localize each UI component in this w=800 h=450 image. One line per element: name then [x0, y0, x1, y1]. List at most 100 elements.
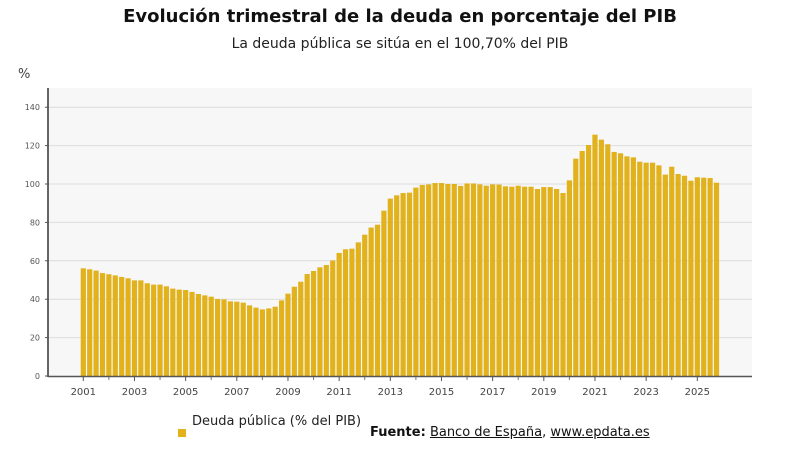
x-tick-label: 2003 — [122, 387, 147, 398]
bar — [183, 289, 189, 376]
bar — [579, 150, 585, 376]
bar — [119, 276, 125, 376]
y-tick-label: 60 — [30, 257, 40, 266]
bar — [617, 153, 624, 376]
bar — [157, 284, 163, 376]
bar — [400, 193, 406, 376]
y-tick-label: 80 — [30, 218, 40, 227]
bar — [515, 185, 521, 376]
bar — [566, 180, 572, 376]
bar — [458, 185, 464, 376]
bar — [522, 186, 528, 376]
y-tick-label: 40 — [30, 295, 40, 304]
bar — [656, 165, 662, 376]
bar — [509, 186, 515, 376]
bar — [374, 224, 381, 376]
bar — [477, 184, 483, 376]
x-tick-label: 2023 — [633, 387, 658, 398]
bar — [330, 260, 336, 376]
bar — [694, 177, 700, 376]
bar — [381, 210, 387, 376]
bar — [707, 178, 713, 376]
bar — [464, 183, 470, 376]
bar — [189, 291, 195, 376]
bar — [342, 249, 349, 376]
bar — [195, 294, 202, 376]
bar — [215, 299, 221, 376]
bar — [368, 227, 374, 376]
bar — [221, 299, 227, 376]
bar — [202, 295, 208, 376]
x-tick-label: 2013 — [378, 387, 403, 398]
source-note: Fuente: Banco de España, www.epdata.es — [370, 425, 650, 440]
bar — [637, 161, 643, 376]
bar — [611, 151, 617, 376]
x-tick-label: 2021 — [582, 387, 607, 398]
bar — [541, 187, 547, 376]
x-tick-label: 2025 — [685, 387, 710, 398]
bar — [355, 242, 361, 376]
bar — [99, 273, 106, 376]
bar — [291, 286, 297, 376]
source-link-banco-espana[interactable]: Banco de España — [429, 425, 543, 440]
bar — [349, 248, 355, 376]
bar — [419, 184, 425, 376]
bar — [323, 265, 329, 376]
bar — [547, 187, 553, 376]
bar — [701, 177, 707, 376]
bar — [445, 184, 451, 376]
bar — [131, 280, 138, 376]
bar — [662, 174, 668, 376]
bar — [176, 289, 182, 376]
bar — [163, 286, 170, 376]
bar — [713, 182, 720, 376]
chart-title: Evolución trimestral de la deuda en porc… — [123, 6, 677, 27]
bar — [387, 198, 393, 376]
x-tick-label: 2001 — [71, 387, 96, 398]
bar — [253, 307, 259, 376]
bar — [573, 158, 579, 376]
bar — [87, 269, 93, 376]
y-axis-label: % — [18, 67, 30, 82]
bar — [502, 186, 509, 376]
x-tick-label: 2009 — [275, 387, 300, 398]
y-tick-label: 100 — [25, 180, 40, 189]
bar — [151, 284, 157, 376]
bar — [432, 183, 438, 376]
bar — [266, 308, 272, 376]
bar — [234, 301, 240, 376]
bar — [426, 184, 432, 376]
source-link-epdata[interactable]: www.epdata.es — [550, 425, 650, 440]
bar — [688, 180, 694, 376]
bar — [560, 193, 566, 376]
bar — [643, 162, 649, 376]
bar — [413, 187, 419, 376]
bar — [259, 309, 265, 376]
bar — [125, 278, 131, 376]
bar — [592, 134, 598, 376]
bar — [304, 274, 310, 376]
bar — [470, 183, 477, 376]
legend-label: Deuda pública (% del PIB) — [192, 414, 362, 429]
bar — [394, 195, 400, 376]
bar — [138, 280, 144, 376]
bar — [490, 184, 496, 376]
legend-swatch — [178, 429, 186, 437]
bar — [496, 184, 502, 376]
y-tick-label: 20 — [30, 334, 40, 343]
x-tick-label: 2011 — [326, 387, 351, 398]
x-tick-label: 2005 — [173, 387, 198, 398]
bar — [272, 306, 278, 376]
bar — [675, 174, 681, 376]
bar — [605, 144, 611, 376]
bar — [681, 175, 688, 376]
bar — [534, 188, 541, 376]
bar — [93, 270, 99, 376]
bar — [317, 267, 323, 376]
bar — [406, 192, 413, 376]
bar — [144, 283, 150, 376]
bar — [208, 296, 214, 376]
bar — [554, 188, 560, 376]
y-tick-label: 120 — [25, 142, 40, 151]
bar — [362, 234, 368, 376]
